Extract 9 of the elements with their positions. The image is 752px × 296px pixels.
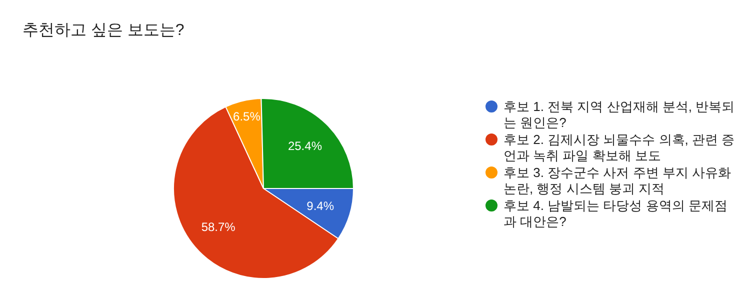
data-label: 9.4% [306,198,334,213]
chart-title: 추천하고 싶은 보도는? [22,22,184,39]
data-label: 25.4% [288,138,322,153]
data-label: 6.5% [233,110,261,124]
legend-label: 후보 3. 장수군수 사저 주변 부지 사유화 논란, 행정 시스템 붕괴 지적 [504,165,732,196]
legend-label: 후보 4. 남발되는 타당성 용역의 문제점과 대안은? [504,198,728,229]
legend-label: 후보 2. 김제시장 뇌물수수 의혹, 관련 증언과 녹취 파일 확보해 보도 [504,132,735,163]
legend-label: 후보 1. 전북 지역 산업재해 분석, 반복되는 원인은? [504,99,735,130]
data-label: 58.7% [201,220,236,234]
